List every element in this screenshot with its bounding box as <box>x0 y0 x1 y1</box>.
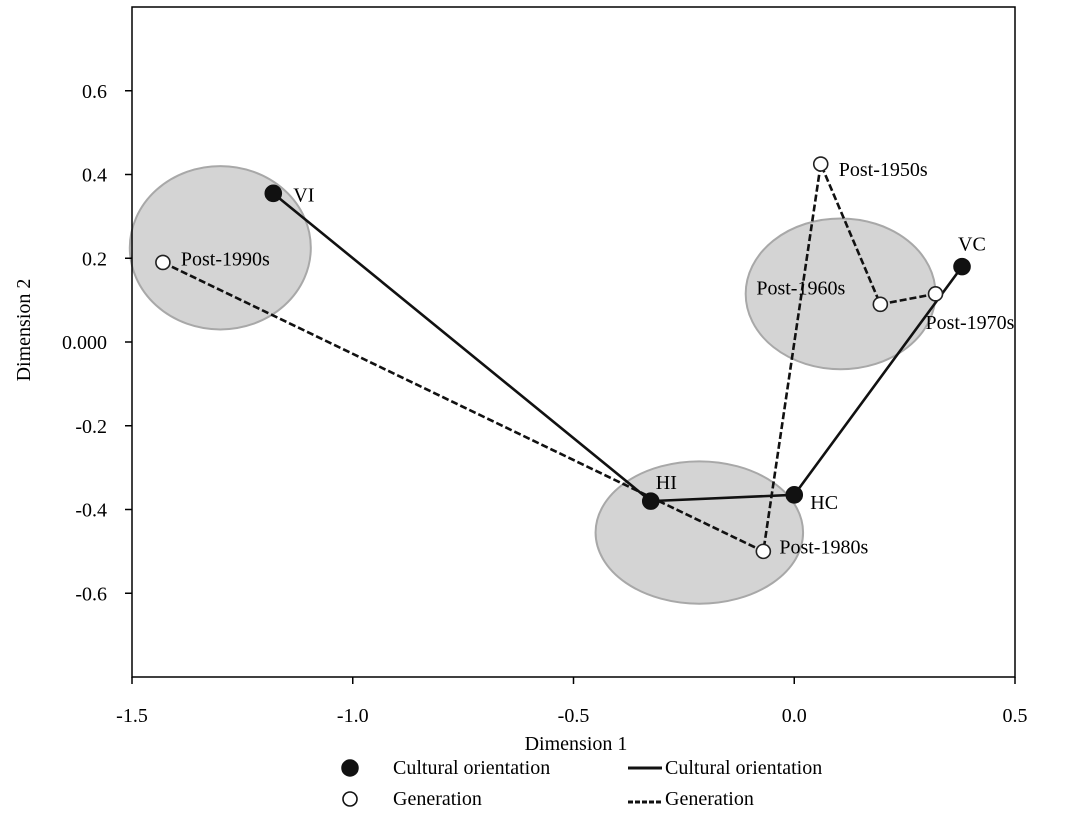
point-label-post-1950s: Post-1950s <box>839 159 928 181</box>
series-line-generation <box>162 162 936 553</box>
marker-post-1950s <box>812 156 829 172</box>
series-line-cultural-orientation <box>272 192 964 503</box>
marker-hc <box>785 486 804 504</box>
marker-vi <box>264 184 283 203</box>
legend-marker-filled <box>341 759 359 777</box>
axis-ticks: -1.5 -1.0 -0.5 0.0 0.5 0.6 0.4 0.2 0.000 -0.2 -0.4… <box>62 81 1028 727</box>
point-label-hi: HI <box>656 472 677 494</box>
x-tick-label: 0.0 <box>782 705 807 727</box>
y-tick-label: 0.000 <box>62 332 107 354</box>
legend-label-marker-cultural: Cultural orientation <box>393 757 550 779</box>
connecting-lines <box>162 162 964 553</box>
point-label-post-1970s: Post-1970s <box>926 312 1015 334</box>
point-labels: VI HI HC VC Post-1990s Post-1980s Post-1950s Po… <box>181 159 1015 558</box>
y-tick-label: -0.6 <box>75 583 107 605</box>
point-label-post-1990s: Post-1990s <box>181 248 270 270</box>
y-tick-label: 0.6 <box>82 81 107 103</box>
legend-marker-open <box>342 791 358 807</box>
marker-post-1970s <box>927 286 944 302</box>
legend: Cultural orientation Generation Cultural… <box>341 757 822 810</box>
marker-post-1960s <box>872 296 889 313</box>
y-axis-title: Dimension 2 <box>13 279 35 382</box>
marker-hi <box>641 492 660 510</box>
point-label-vi: VI <box>293 184 314 206</box>
cluster-ellipse-1 <box>128 165 312 331</box>
point-label-vc: VC <box>958 234 986 256</box>
legend-label-line-generation: Generation <box>665 788 754 810</box>
marker-vc <box>953 257 971 276</box>
data-markers <box>155 156 971 560</box>
marker-post-1990s <box>155 254 171 271</box>
point-label-hc: HC <box>810 492 838 514</box>
marker-post-1980s <box>755 543 772 560</box>
x-tick-label: 0.5 <box>1003 705 1028 727</box>
x-tick-label: -0.5 <box>558 705 590 727</box>
y-tick-label: -0.2 <box>75 416 107 438</box>
y-tick-label: 0.4 <box>82 165 107 187</box>
legend-label-marker-generation: Generation <box>393 788 482 810</box>
legend-label-line-cultural: Cultural orientation <box>665 757 822 779</box>
y-tick-label: -0.4 <box>75 500 107 522</box>
point-label-post-1960s: Post-1960s <box>756 277 845 299</box>
point-label-post-1980s: Post-1980s <box>779 536 868 558</box>
x-tick-label: -1.5 <box>116 705 148 727</box>
x-axis-title: Dimension 1 <box>525 733 628 755</box>
x-tick-label: -1.0 <box>337 705 369 727</box>
y-tick-label: 0.2 <box>82 248 107 270</box>
